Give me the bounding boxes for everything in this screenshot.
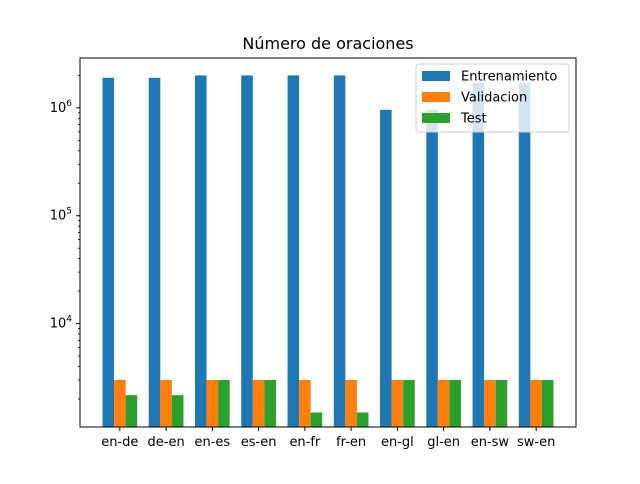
bar-test-gl-en	[449, 380, 461, 427]
x-tick-label: es-en	[241, 435, 277, 450]
bar-test-en-fr	[310, 412, 323, 427]
legend-label: Validacion	[461, 91, 527, 106]
bar-test-en-de	[125, 395, 138, 427]
chart-title: Número de oraciones	[242, 34, 413, 53]
x-tick-label: en-sw	[471, 435, 510, 450]
x-tick-label: en-de	[101, 435, 138, 450]
bar-validacion-de-en	[160, 380, 172, 427]
bar-validacion-en-gl	[391, 380, 404, 427]
bar-entrenamiento-fr-en	[333, 75, 346, 427]
x-tick-label: gl-en	[427, 435, 460, 450]
bar-entrenamiento-gl-en	[426, 109, 438, 427]
bar-validacion-en-de	[114, 380, 126, 427]
bar-validacion-en-fr	[299, 380, 311, 427]
bar-validacion-en-es	[206, 380, 219, 427]
bar-entrenamiento-de-en	[148, 77, 161, 427]
bar-test-en-sw	[495, 380, 508, 427]
bar-entrenamiento-en-sw	[472, 83, 485, 428]
x-tick-label: en-gl	[381, 435, 414, 450]
bar-validacion-en-sw	[484, 380, 496, 427]
x-tick-label: sw-en	[517, 435, 555, 450]
x-tick-label: en-fr	[289, 435, 321, 450]
x-tick-label: fr-en	[336, 435, 366, 450]
bar-test-en-gl	[403, 380, 415, 427]
x-tick-label: en-es	[195, 435, 231, 450]
y-tick-label: 105	[50, 207, 72, 224]
bar-entrenamiento-en-es	[195, 75, 207, 427]
bar-validacion-gl-en	[437, 380, 450, 427]
x-tick-label: de-en	[148, 435, 185, 450]
bar-entrenamiento-es-en	[241, 75, 253, 427]
legend-swatch	[422, 113, 450, 123]
bar-entrenamiento-en-fr	[287, 75, 300, 427]
y-tick-label: 106	[50, 99, 73, 116]
bar-test-en-es	[218, 380, 230, 427]
bar-validacion-fr-en	[345, 380, 357, 427]
legend-label: Test	[460, 112, 487, 127]
bar-test-fr-en	[356, 412, 369, 427]
y-tick-label: 104	[50, 315, 73, 332]
legend-box	[415, 63, 570, 133]
bar-test-sw-en	[541, 380, 554, 427]
bar-test-es-en	[264, 380, 276, 427]
legend-swatch	[422, 92, 450, 102]
bar-entrenamiento-sw-en	[518, 83, 531, 428]
bar-test-de-en	[171, 395, 184, 427]
legend-label: Entrenamiento	[461, 70, 557, 85]
bar-validacion-es-en	[252, 380, 265, 427]
plot-frame	[79, 57, 577, 428]
bar-entrenamiento-en-gl	[380, 109, 392, 427]
bar-validacion-sw-en	[530, 380, 542, 427]
legend-swatch	[422, 71, 450, 81]
bar-entrenamiento-en-de	[102, 77, 115, 427]
